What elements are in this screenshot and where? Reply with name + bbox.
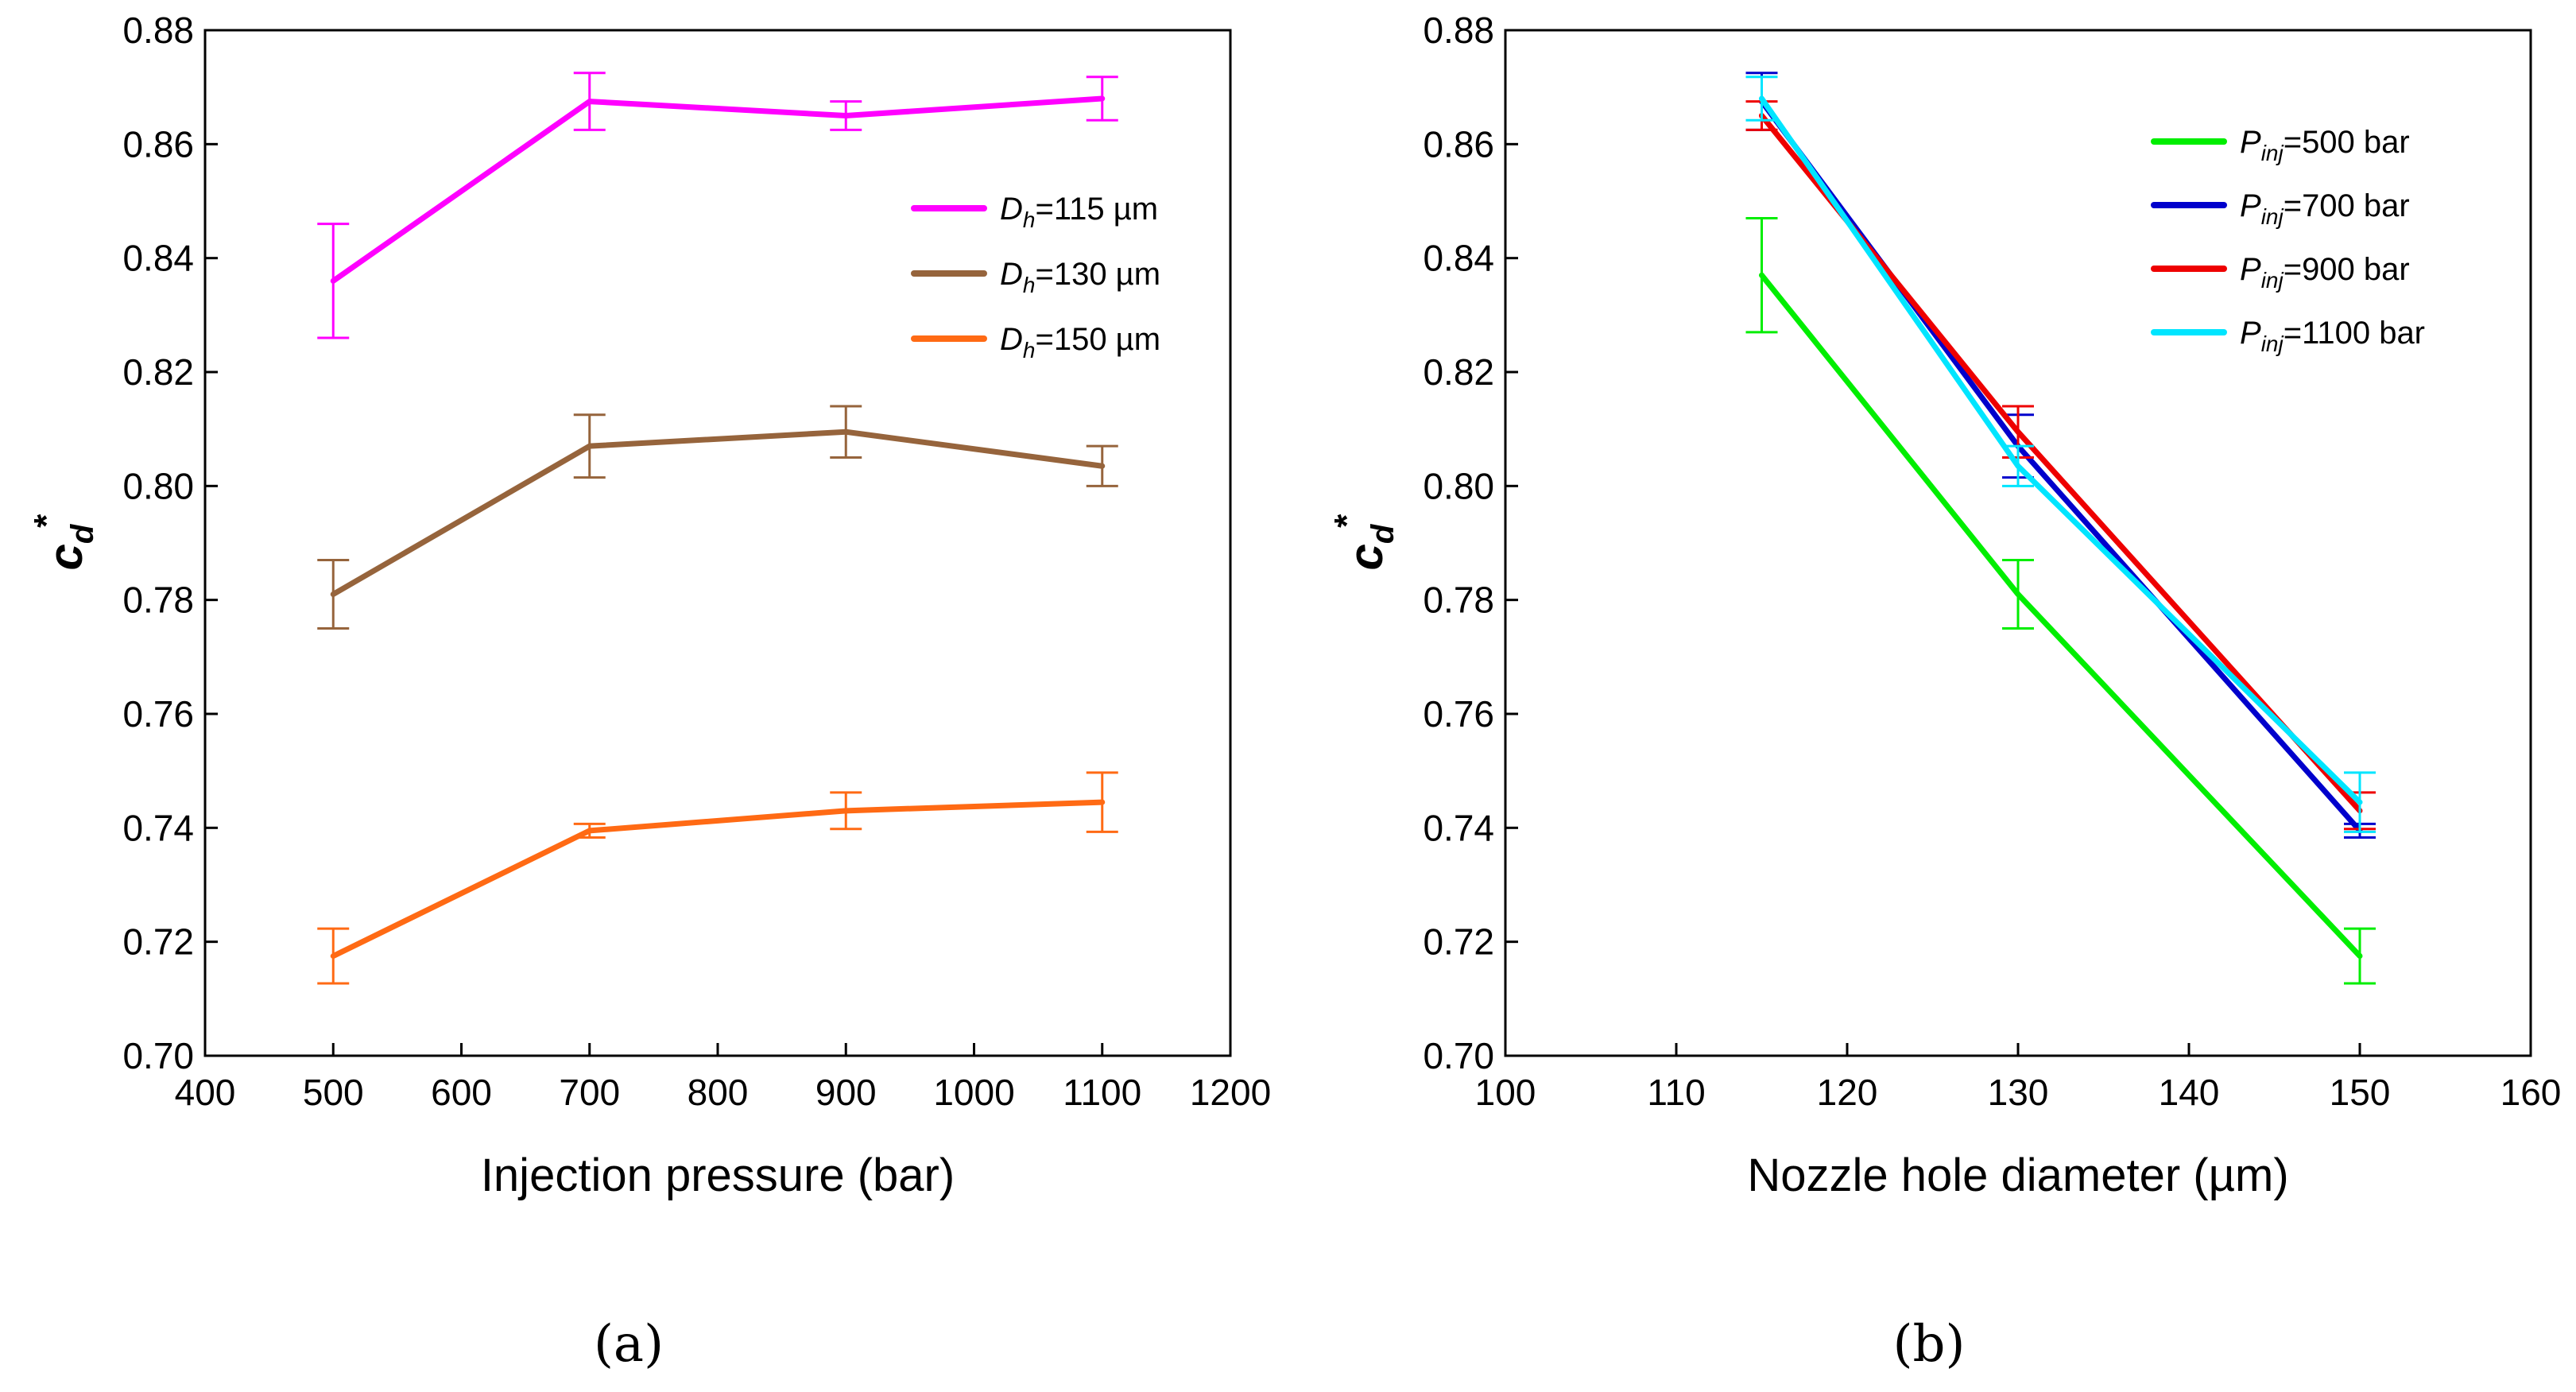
y-axis-title-sup: * (1327, 514, 1366, 529)
legend-label: Pinj=1100 bar (2240, 316, 2425, 356)
y-tick-label: 0.80 (1423, 465, 1494, 506)
legend-label-text: =700 bar (2284, 188, 2410, 223)
legend-label-sub: inj (2261, 204, 2284, 229)
legend-label-symbol: P (2240, 252, 2261, 287)
y-tick-label: 0.76 (1423, 693, 1494, 735)
y-tick-label: 0.80 (122, 465, 194, 506)
series-line (330, 428, 1106, 597)
legend-label-sub: inj (2261, 332, 2284, 356)
x-tick-label: 800 (688, 1072, 749, 1113)
y-axis-title-sub: d (1365, 523, 1400, 544)
legend-label-sub: h (1023, 273, 1036, 297)
legend-label-symbol: P (2240, 316, 2261, 351)
y-tick-label: 0.76 (122, 693, 194, 735)
legend-label-sub: inj (2261, 268, 2284, 293)
y-axis-title-main: c (1339, 544, 1393, 570)
x-tick-label: 100 (1475, 1072, 1536, 1113)
legend-label: Pinj=900 bar (2240, 252, 2410, 293)
y-tick-label: 0.82 (1423, 351, 1494, 393)
legend-label: Pinj=500 bar (2240, 125, 2410, 165)
chart-panel-a: 0.70 0.72 0.74 0.76 0.78 0.80 0.82 0.84 0.86 0.88… (27, 10, 1271, 1374)
legend-label-symbol: P (2240, 188, 2261, 223)
legend-label-text: =115 µm (1035, 192, 1158, 227)
legend-label-text: =500 bar (2284, 125, 2410, 160)
y-tick-label: 0.86 (122, 123, 194, 165)
y-axis-title-sup: * (27, 514, 66, 529)
series-line (330, 799, 1106, 960)
x-axis-title: Injection pressure (bar) (481, 1150, 955, 1201)
legend-label-symbol: D (1000, 322, 1023, 357)
y-tick-label: 0.88 (122, 10, 194, 51)
y-tick-label: 0.74 (122, 807, 194, 848)
legend-label-text: =900 bar (2284, 252, 2410, 287)
y-axis-title-sub: d (65, 523, 100, 544)
legend-label-symbol: D (1000, 257, 1023, 292)
x-tick-label: 130 (1988, 1072, 2049, 1113)
y-axis-title: cd* (27, 514, 100, 571)
legend-label-text: =150 µm (1035, 322, 1160, 357)
x-tick-label: 700 (559, 1072, 620, 1113)
x-tick-label: 1100 (1063, 1072, 1141, 1113)
y-tick-label: 0.84 (1423, 238, 1494, 279)
legend-label: Dh=150 µm (1000, 322, 1160, 363)
chart-panel-b: 0.70 0.72 0.74 0.76 0.78 0.80 0.82 0.84 0.86 0.88… (1327, 10, 2561, 1374)
x-tick-label: 1000 (933, 1072, 1014, 1113)
legend-label-sub: inj (2261, 141, 2284, 165)
legend-label-text: =130 µm (1035, 257, 1160, 292)
x-tick-label: 1200 (1190, 1072, 1271, 1113)
y-axis-title: cd* (1327, 514, 1400, 571)
y-tick-label: 0.70 (1423, 1035, 1494, 1076)
y-tick-label: 0.82 (122, 351, 194, 393)
x-tick-label: 400 (175, 1072, 236, 1113)
x-tick-label: 600 (431, 1072, 492, 1113)
legend-label-sub: h (1023, 207, 1036, 232)
x-tick-label: 160 (2500, 1072, 2562, 1113)
panel-label: (b) (1893, 1315, 1966, 1374)
plot-frame (203, 29, 1232, 1057)
legend-label: Dh=130 µm (1000, 257, 1160, 297)
x-axis-title: Nozzle hole diameter (µm) (1747, 1150, 2288, 1201)
x-tick-label: 110 (1647, 1072, 1705, 1113)
y-tick-label: 0.72 (1423, 921, 1494, 963)
x-tick-label: 150 (2330, 1072, 2391, 1113)
y-tick-label: 0.86 (1423, 123, 1494, 165)
legend-label-symbol: P (2240, 125, 2261, 160)
y-tick-label: 0.70 (122, 1035, 194, 1076)
y-tick-label: 0.78 (122, 580, 194, 621)
series-line (330, 95, 1106, 284)
y-tick-label: 0.88 (1423, 10, 1494, 51)
x-tick-label: 900 (815, 1072, 877, 1113)
x-tick-label: 500 (303, 1072, 364, 1113)
plot-frame (1504, 29, 2532, 1057)
legend-label-symbol: D (1000, 192, 1023, 227)
legend-label: Dh=115 µm (1000, 192, 1158, 232)
series-line (1759, 272, 2363, 960)
legend-label-text: =1100 bar (2284, 316, 2425, 351)
y-tick-label: 0.84 (122, 238, 194, 279)
x-tick-label: 120 (1817, 1072, 1878, 1113)
y-tick-label: 0.78 (1423, 580, 1494, 621)
legend-label: Pinj=700 bar (2240, 188, 2410, 229)
panel-label: (a) (594, 1315, 664, 1374)
y-tick-label: 0.74 (1423, 807, 1494, 848)
y-axis-title-main: c (39, 544, 92, 570)
legend-label-sub: h (1023, 338, 1036, 363)
x-tick-label: 140 (2159, 1072, 2220, 1113)
y-tick-label: 0.72 (122, 921, 194, 963)
